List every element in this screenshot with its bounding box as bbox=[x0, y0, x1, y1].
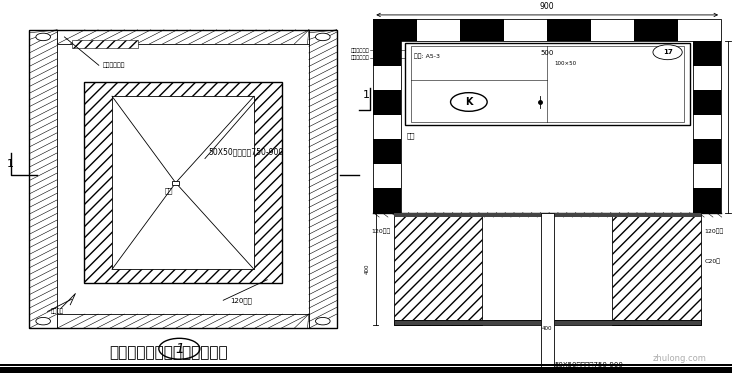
Circle shape bbox=[36, 317, 51, 325]
Bar bbox=[0, 367, 732, 373]
Text: 分别: 分别 bbox=[165, 187, 173, 194]
Bar bbox=[612, 213, 701, 325]
Text: 编号: A5-3: 编号: A5-3 bbox=[414, 53, 441, 59]
Text: zhulong.com: zhulong.com bbox=[652, 354, 706, 363]
Text: 120砖墙: 120砖墙 bbox=[704, 229, 723, 234]
Text: 900: 900 bbox=[540, 2, 554, 11]
Text: 120砖墙: 120砖墙 bbox=[371, 229, 390, 234]
Bar bbox=[373, 19, 721, 41]
Bar bbox=[394, 320, 701, 325]
Bar bbox=[693, 90, 721, 115]
Text: 钢筋出头: 钢筋出头 bbox=[51, 309, 64, 314]
Bar bbox=[373, 90, 401, 115]
Bar bbox=[373, 41, 401, 213]
Bar bbox=[548, 19, 591, 41]
Bar bbox=[29, 30, 57, 328]
Bar bbox=[373, 41, 401, 66]
Bar bbox=[394, 213, 482, 325]
Bar bbox=[57, 314, 309, 328]
Circle shape bbox=[159, 338, 200, 359]
Text: 50X50木桩长为750-900: 50X50木桩长为750-900 bbox=[209, 148, 284, 157]
Text: 1: 1 bbox=[7, 159, 15, 169]
Bar bbox=[693, 66, 721, 90]
Bar bbox=[0, 364, 732, 366]
Bar bbox=[460, 19, 504, 41]
Bar bbox=[634, 19, 678, 41]
Text: 400: 400 bbox=[365, 263, 370, 274]
Bar bbox=[693, 139, 721, 164]
Bar bbox=[417, 19, 460, 41]
Text: C20砼: C20砼 bbox=[704, 258, 720, 264]
Text: 1: 1 bbox=[175, 342, 184, 356]
Text: 50X50木桩长为750-900: 50X50木桩长为750-900 bbox=[555, 362, 624, 369]
Circle shape bbox=[315, 33, 330, 41]
Bar bbox=[540, 213, 554, 371]
Bar bbox=[693, 41, 721, 66]
Circle shape bbox=[315, 317, 330, 325]
Text: 钢筋出头示意: 钢筋出头示意 bbox=[102, 63, 125, 68]
Text: 1: 1 bbox=[362, 90, 370, 100]
Bar bbox=[373, 139, 401, 164]
Bar bbox=[373, 19, 417, 41]
Bar bbox=[72, 40, 138, 48]
Bar bbox=[29, 30, 337, 328]
Bar bbox=[693, 41, 721, 213]
Bar bbox=[693, 188, 721, 213]
Text: 对应坐标示意: 对应坐标示意 bbox=[351, 55, 370, 60]
Bar bbox=[693, 164, 721, 188]
Polygon shape bbox=[540, 371, 554, 373]
Bar bbox=[373, 164, 401, 188]
Text: 17: 17 bbox=[662, 49, 673, 55]
Bar bbox=[394, 320, 701, 325]
Bar bbox=[693, 115, 721, 139]
Text: 分别: 分别 bbox=[406, 132, 415, 139]
Bar bbox=[112, 96, 254, 269]
Circle shape bbox=[451, 93, 488, 111]
Text: 100×50: 100×50 bbox=[555, 61, 577, 66]
Text: 测量控制点埋设及标识示意图: 测量控制点埋设及标识示意图 bbox=[109, 345, 228, 360]
Text: K: K bbox=[465, 97, 473, 107]
Bar bbox=[84, 82, 282, 283]
Text: 500: 500 bbox=[540, 50, 554, 56]
Bar bbox=[373, 115, 401, 139]
Circle shape bbox=[36, 33, 51, 41]
Bar bbox=[57, 30, 309, 44]
Bar bbox=[394, 213, 701, 217]
Circle shape bbox=[653, 45, 682, 60]
Bar bbox=[504, 19, 547, 41]
Text: 钢筋出头示意: 钢筋出头示意 bbox=[351, 48, 370, 53]
Bar bbox=[172, 181, 179, 185]
Text: 400: 400 bbox=[542, 326, 553, 331]
Bar bbox=[678, 19, 721, 41]
Bar bbox=[591, 19, 634, 41]
Bar bbox=[373, 188, 401, 213]
Bar bbox=[411, 46, 684, 122]
Bar bbox=[309, 30, 337, 328]
Bar bbox=[373, 66, 401, 90]
Bar bbox=[405, 43, 690, 125]
Text: 120砖墙: 120砖墙 bbox=[231, 297, 253, 304]
